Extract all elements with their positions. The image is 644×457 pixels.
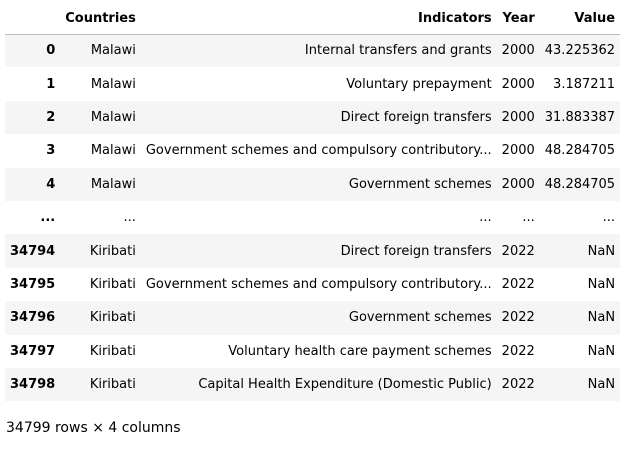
- cell-indicator: Government schemes: [348, 310, 492, 326]
- cell-value: 31.883387: [544, 109, 616, 125]
- table-row: 4 Malawi Government schemes 2000 48.284705: [5, 167, 621, 201]
- cell-year: 2022: [501, 310, 535, 326]
- cell-value: NaN: [587, 243, 616, 259]
- shape-summary: 34799 rows × 4 columns: [6, 420, 181, 436]
- dataframe-table: Countries Indicators Year Value 0 Malawi I…: [5, 3, 621, 402]
- cell-value: NaN: [587, 276, 616, 292]
- row-index: 0: [46, 43, 56, 59]
- column-header-value: Value: [539, 3, 621, 35]
- cell-indicator: Government schemes: [348, 176, 492, 192]
- cell-country: Malawi: [90, 43, 136, 59]
- cell-year: 2022: [501, 243, 535, 259]
- cell-value: 48.284705: [544, 143, 616, 159]
- table-row: 34797 Kiribati Voluntary health care payme…: [5, 335, 620, 368]
- row-index: 34798: [10, 377, 56, 393]
- cell-year: 2000: [501, 109, 535, 125]
- cell-value: NaN: [587, 310, 616, 326]
- column-header-countries: Countries: [60, 3, 141, 35]
- cell-indicator: Voluntary prepayment: [346, 76, 492, 92]
- table-row: 34798 Kiribati Capital Health Expenditure …: [5, 367, 621, 402]
- table-header: Countries Indicators Year Value: [5, 3, 621, 35]
- header-row: Countries Indicators Year Value: [5, 3, 621, 35]
- cell-country: Kiribati: [89, 310, 136, 326]
- cell-indicator: Government schemes and compulsory contri…: [145, 276, 492, 292]
- cell-indicator: Voluntary health care payment schemes: [228, 343, 492, 359]
- cell-year: 2000: [501, 76, 535, 92]
- cell-indicator: Capital Health Expenditure (Domestic Pub…: [198, 377, 492, 393]
- cell-country: Malawi: [90, 76, 136, 92]
- table-row: 34796 Kiribati Government schemes 2022 NaN: [5, 301, 621, 335]
- row-index: 34797: [10, 343, 56, 359]
- index-header: [5, 3, 61, 35]
- column-header-year: Year: [496, 3, 540, 35]
- cell-year: 2022: [501, 276, 535, 292]
- cell-country: Kiribati: [89, 243, 136, 259]
- cell-indicator: Direct foreign transfers: [340, 243, 492, 259]
- cell-country: Kiribati: [89, 276, 136, 292]
- cell-value: NaN: [587, 343, 616, 359]
- cell-year: 2000: [501, 143, 535, 159]
- cell-value: 43.225362: [544, 43, 616, 59]
- table-row: 34794 Kiribati Direct foreign transfers 202…: [5, 234, 621, 268]
- table-body: 0 Malawi Internal transfers and grants 2000…: [5, 34, 621, 402]
- cell-year: 2022: [501, 377, 535, 393]
- table-row: 3 Malawi Government schemes and compulsory…: [5, 134, 620, 167]
- column-header-indicators: Indicators: [140, 3, 497, 35]
- row-index: 3: [46, 143, 56, 159]
- row-index: 2: [46, 109, 56, 125]
- cell-country: Malawi: [90, 109, 136, 125]
- table-row: 0 Malawi Internal transfers and grants 2000…: [5, 34, 621, 68]
- cell-indicator: ...: [479, 210, 492, 226]
- cell-country: ...: [123, 210, 136, 226]
- cell-year: 2000: [501, 176, 535, 192]
- cell-country: Kiribati: [89, 343, 136, 359]
- cell-value: ...: [602, 210, 616, 226]
- cell-year: ...: [522, 210, 535, 226]
- cell-indicator: Direct foreign transfers: [340, 109, 492, 125]
- row-index: 34794: [10, 243, 56, 259]
- table-row: 1 Malawi Voluntary prepayment 2000 3.187211: [5, 67, 620, 100]
- row-index: 1: [46, 76, 56, 92]
- cell-value: 3.187211: [553, 76, 616, 92]
- cell-value: NaN: [587, 377, 616, 393]
- table-row: 34795 Kiribati Government schemes and comp…: [5, 268, 620, 301]
- row-index: 34796: [10, 310, 56, 326]
- row-index: 34795: [10, 276, 56, 292]
- cell-country: Malawi: [90, 143, 136, 159]
- cell-indicator: Internal transfers and grants: [304, 43, 492, 59]
- cell-country: Malawi: [90, 176, 136, 192]
- cell-indicator: Government schemes and compulsory contri…: [145, 143, 492, 159]
- row-index: ...: [40, 210, 56, 226]
- table-row: ...............: [5, 201, 620, 234]
- table-row: 2 Malawi Direct foreign transfers 2000 31.88…: [5, 100, 621, 135]
- cell-value: 48.284705: [544, 176, 616, 192]
- cell-country: Kiribati: [89, 377, 136, 393]
- cell-year: 2000: [501, 43, 535, 59]
- row-index: 4: [46, 176, 56, 192]
- cell-year: 2022: [501, 343, 535, 359]
